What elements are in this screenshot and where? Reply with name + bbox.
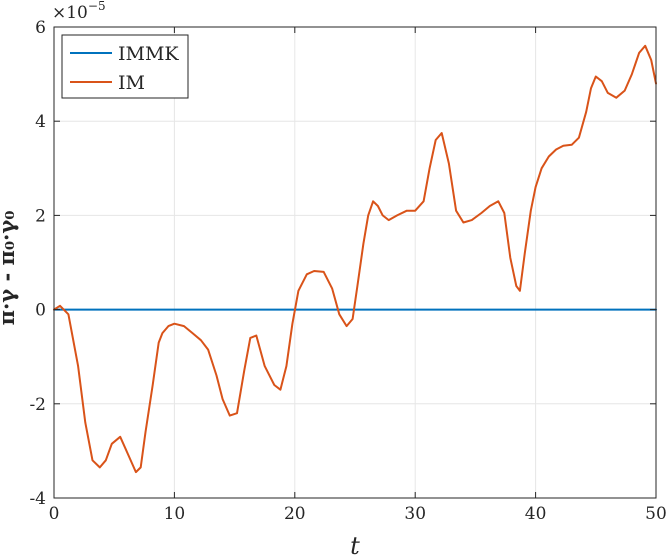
y-axis-label: π·γ - π₀·γ₀ — [0, 211, 19, 326]
x-tick-label: 20 — [284, 504, 306, 524]
legend-label-im: IM — [118, 72, 145, 94]
legend: IMMK IM — [61, 34, 189, 99]
legend-label-immk: IMMK — [118, 43, 179, 65]
x-tick-label: 0 — [49, 504, 60, 524]
legend-box — [61, 34, 189, 99]
x-tick-label: 10 — [164, 504, 186, 524]
y-tick-label: -4 — [29, 489, 46, 509]
y-tick-label: 4 — [35, 112, 46, 132]
exponent-multiplier: ×10−5 — [52, 0, 106, 23]
axes-box — [53, 26, 657, 499]
y-tick-labels: -4 -2 0 2 4 6 — [29, 18, 46, 509]
x-tick-label: 50 — [645, 504, 667, 524]
x-axis-label: t — [350, 532, 360, 560]
x-tick-label: 30 — [404, 504, 426, 524]
y-tick-label: 2 — [35, 206, 46, 226]
y-tick-label: 0 — [35, 301, 46, 321]
tick-marks — [53, 26, 657, 499]
series-line-im — [53, 44, 657, 474]
x-tick-labels: 0 10 20 30 40 50 — [49, 504, 667, 524]
x-tick-label: 40 — [525, 504, 547, 524]
y-tick-label: 6 — [35, 18, 46, 38]
series-layer — [53, 44, 657, 474]
y-tick-label: -2 — [29, 395, 46, 415]
